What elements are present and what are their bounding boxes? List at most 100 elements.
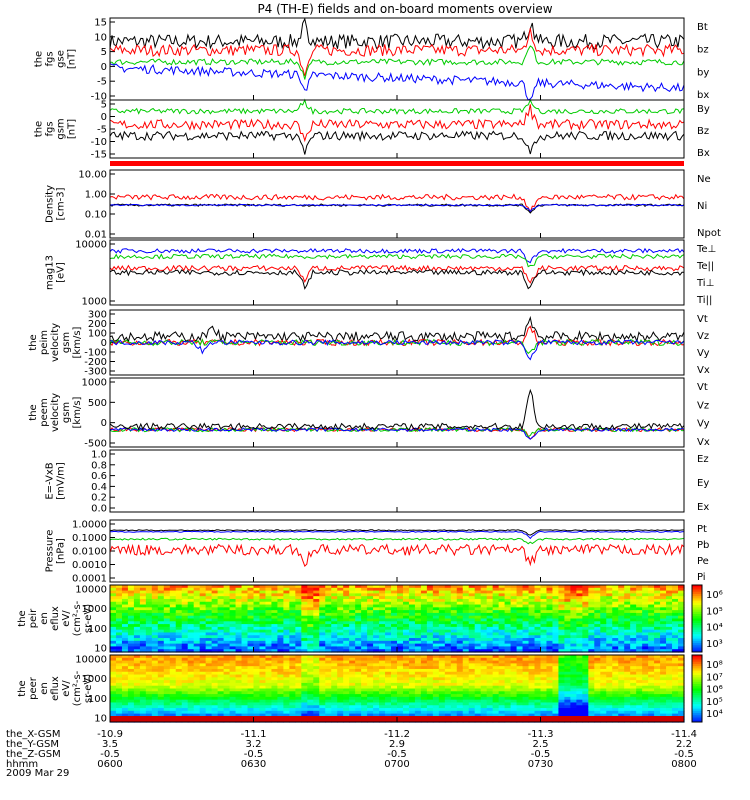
ylabel-line: fgs [45, 121, 56, 136]
spectrogram-cell [367, 590, 374, 594]
spectrogram-cell [546, 643, 554, 648]
ylabel-line: [cm-3] [56, 187, 67, 220]
spectrogram-cell [367, 677, 374, 681]
spectrogram-cell [432, 710, 440, 715]
spectrogram-cell [630, 601, 637, 606]
spectrogram-cell [265, 674, 273, 678]
spectrogram-cell [636, 593, 643, 597]
spectrogram-cell [157, 624, 165, 628]
spectrogram-cell [205, 668, 213, 673]
spectrogram-cell [510, 585, 518, 589]
spectrogram-cell [588, 649, 595, 653]
spectrogram-cell [151, 632, 159, 636]
spectrogram-cell [271, 657, 279, 662]
spectrogram-cell [588, 615, 595, 620]
spectrogram-cell [367, 655, 374, 659]
spectrogram-cell [373, 615, 380, 620]
spectrogram-cell [121, 621, 129, 625]
spectrogram-cell [235, 593, 243, 597]
spectrogram-cell [223, 649, 231, 653]
spectrogram-cell [259, 612, 267, 617]
spectrogram-cell [654, 629, 661, 634]
spectrogram-cell [217, 618, 225, 622]
spectrogram-cell [510, 671, 518, 676]
spectrogram-cell [217, 713, 225, 718]
spectrogram-cell [444, 674, 452, 678]
spectrogram-cell [534, 713, 542, 718]
spectrogram-cell [528, 585, 536, 589]
spectrogram-cell [397, 691, 404, 695]
spectrogram-cell [199, 632, 207, 636]
spectrogram-cell [110, 666, 117, 670]
spectrogram-cell [570, 696, 577, 701]
spectrogram-cell [259, 621, 267, 625]
spectrogram-cell [432, 585, 440, 589]
spectrogram-cell [253, 615, 261, 620]
spectrogram-cell [235, 601, 243, 606]
spectrogram-cell [570, 596, 577, 600]
spectrogram-cell [367, 601, 374, 606]
spectrogram-cell [139, 680, 147, 684]
spectrogram-cell [301, 626, 308, 631]
spectrogram-cell [558, 691, 566, 695]
spectrogram-cell [582, 685, 589, 690]
spectrogram-cell [594, 646, 601, 650]
spectrogram-cell [474, 604, 482, 608]
spectrogram-cell [139, 663, 147, 667]
spectrogram-cell [570, 615, 577, 620]
spectrogram-cell [211, 610, 219, 614]
spectrogram-cell [642, 643, 649, 648]
spectrogram-cell [379, 691, 386, 695]
spectrogram-cell [145, 682, 153, 687]
spectrogram-cell [636, 696, 643, 701]
spectrogram-cell [145, 615, 153, 620]
spectrogram-cell [169, 710, 177, 715]
spectrogram-cell [456, 671, 464, 676]
spectrogram-cell [277, 691, 284, 695]
spectrogram-cell [379, 680, 386, 684]
spectrogram-cell [636, 607, 643, 611]
spectrogram-cell [648, 682, 655, 687]
spectrogram-cell [486, 621, 494, 625]
spectrogram-cell [373, 682, 380, 687]
spectrogram-cell [391, 638, 398, 642]
spectrogram-cell [349, 657, 356, 662]
spectrogram-cell [175, 598, 183, 603]
spectrogram-cell [283, 587, 290, 592]
spectrogram-cell [295, 601, 302, 606]
spectrogram-cell [295, 590, 302, 594]
spectrogram-cell [145, 710, 153, 715]
spectrogram-cell [110, 702, 117, 706]
spectrogram-cell [606, 671, 613, 676]
spectrogram-cell [175, 702, 183, 706]
spectrogram-cell [331, 585, 338, 589]
spectrogram-cell [480, 596, 488, 600]
spectrogram-cell [331, 604, 338, 608]
spectrogram-cell [402, 655, 410, 659]
spectrogram-cell [642, 688, 649, 692]
spectrogram-cell [217, 708, 225, 712]
spectrogram-cell [277, 629, 284, 634]
spectrogram-cell [654, 624, 661, 628]
spectrogram-cell [564, 677, 571, 681]
spectrogram-cell [283, 646, 290, 650]
orbit-value: 0800 [671, 759, 696, 770]
spectrogram-cell [498, 682, 506, 687]
spectrogram-cell [426, 691, 434, 695]
spectrogram-cell [259, 638, 267, 642]
spectrogram-cell [432, 663, 440, 667]
spectrogram-cell [660, 655, 667, 659]
spectrogram-cell [516, 601, 524, 606]
spectrogram-cell [408, 626, 416, 631]
spectrogram-cell [468, 590, 476, 594]
spectrogram-cell [444, 671, 452, 676]
spectrogram-cell [217, 705, 225, 709]
spectrogram-cell [516, 590, 524, 594]
spectrogram-cell [379, 685, 386, 690]
spectrogram-cell [600, 685, 607, 690]
spectrogram-cell [456, 710, 464, 715]
spectrogram-cell [636, 657, 643, 662]
spectrogram-cell [211, 666, 219, 670]
spectrogram-cell [582, 677, 589, 681]
spectrogram-cell [193, 666, 201, 670]
